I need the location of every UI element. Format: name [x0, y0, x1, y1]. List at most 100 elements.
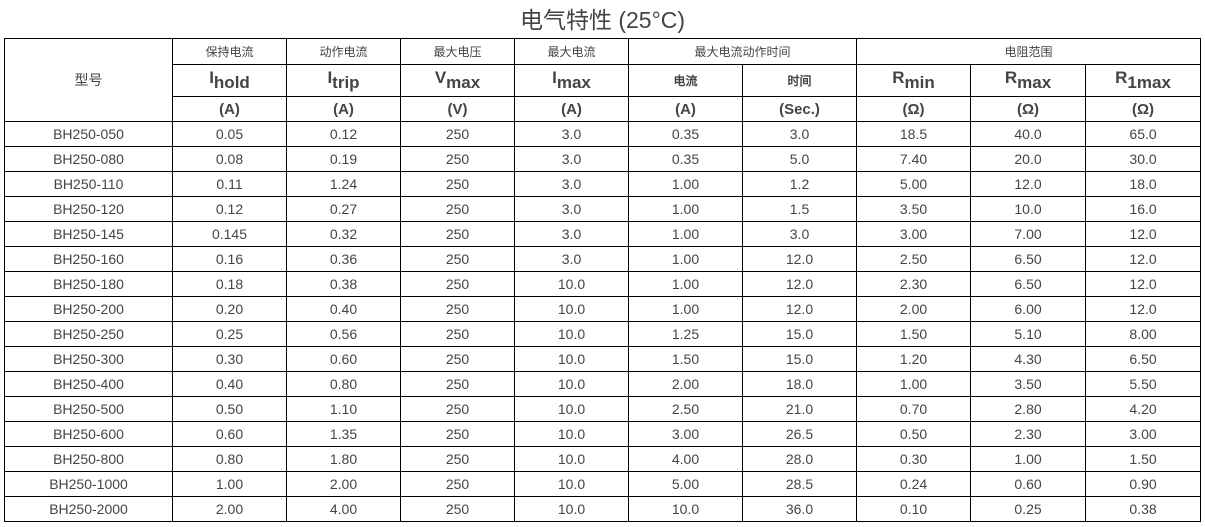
model-cell: BH250-300 [4, 346, 173, 372]
value-cell: 5.00 [856, 171, 972, 197]
value-cell: 20.0 [970, 146, 1087, 172]
value-cell: 250 [400, 196, 515, 222]
table-row: BH250-1000 1.00 2.00 250 10.0 5.00 28.5 0.24 0.6… [4, 471, 1202, 497]
value-cell: 250 [400, 446, 515, 472]
value-cell: 1.00 [628, 271, 743, 297]
value-cell: 1.20 [856, 346, 972, 372]
value-cell: 2.00 [286, 471, 401, 497]
value-cell: 3.0 [514, 146, 629, 172]
value-cell: 10.0 [514, 446, 629, 472]
value-cell: 10.0 [514, 271, 629, 297]
header-unit: (Sec.) [741, 96, 858, 122]
value-cell: 30.0 [1085, 146, 1202, 172]
value-cell: 250 [400, 246, 515, 272]
value-cell: 0.24 [856, 471, 972, 497]
value-cell: 0.70 [856, 396, 972, 422]
value-cell: 0.50 [172, 396, 287, 422]
model-cell: BH250-800 [4, 446, 173, 472]
symbol-subscript: max [446, 73, 481, 92]
symbol-main: I [209, 68, 214, 87]
value-cell: 250 [400, 371, 515, 397]
table-row: BH250-250 0.25 0.56 250 10.0 1.25 15.0 1.50 5.10… [4, 321, 1202, 347]
table-row: BH250-800 0.80 1.80 250 10.0 4.00 28.0 0.30 1.00… [4, 446, 1202, 472]
value-cell: 1.00 [628, 246, 743, 272]
value-cell: 1.10 [286, 396, 401, 422]
value-cell: 3.00 [1085, 421, 1202, 447]
symbol-label: 时间 [787, 74, 812, 88]
value-cell: 7.40 [856, 146, 972, 172]
value-cell: 2.00 [172, 496, 287, 522]
value-cell: 0.145 [172, 221, 287, 247]
value-cell: 1.25 [628, 321, 743, 347]
header-hold-current: 保持电流 [172, 38, 287, 65]
value-cell: 250 [400, 271, 515, 297]
value-cell: 2.00 [856, 296, 972, 322]
value-cell: 1.00 [628, 221, 743, 247]
model-cell: BH250-145 [4, 221, 173, 247]
value-cell: 3.0 [514, 171, 629, 197]
value-cell: 1.35 [286, 421, 401, 447]
model-cell: BH250-160 [4, 246, 173, 272]
table-row: BH250-050 0.05 0.12 250 3.0 0.35 3.0 18.5 40.0 65… [4, 121, 1202, 147]
value-cell: 5.50 [1085, 371, 1202, 397]
symbol-subscript: hold [213, 73, 250, 92]
header-unit: (A) [514, 96, 629, 122]
value-cell: 10.0 [514, 321, 629, 347]
value-cell: 2.30 [970, 421, 1087, 447]
model-cell: BH250-2000 [4, 496, 173, 522]
header-trip-current: 动作电流 [286, 38, 401, 65]
symbol-subscript: min [904, 73, 935, 92]
value-cell: 3.50 [856, 196, 972, 222]
value-cell: 4.30 [970, 346, 1087, 372]
header-unit: (A) [286, 96, 401, 122]
value-cell: 0.50 [856, 421, 972, 447]
value-cell: 15.0 [741, 346, 858, 372]
value-cell: 0.10 [856, 496, 972, 522]
value-cell: 0.25 [172, 321, 287, 347]
value-cell: 2.30 [856, 271, 972, 297]
model-cell: BH250-500 [4, 396, 173, 422]
header-max-current: 最大电流 [514, 38, 629, 65]
value-cell: 1.5 [741, 196, 858, 222]
value-cell: 10.0 [514, 471, 629, 497]
value-cell: 3.0 [741, 121, 858, 147]
value-cell: 21.0 [741, 396, 858, 422]
value-cell: 12.0 [1085, 296, 1202, 322]
value-cell: 12.0 [741, 246, 858, 272]
table-row: BH250-300 0.30 0.60 250 10.0 1.50 15.0 1.20 4.30… [4, 346, 1202, 372]
value-cell: 3.0 [514, 121, 629, 147]
value-cell: 0.32 [286, 221, 401, 247]
table-row: BH250-110 0.11 1.24 250 3.0 1.00 1.2 5.00 12.0 18… [4, 171, 1202, 197]
value-cell: 0.30 [172, 346, 287, 372]
value-cell: 1.00 [970, 446, 1087, 472]
header-resistance-range: 电阻范围 [856, 38, 1202, 65]
value-cell: 10.0 [514, 296, 629, 322]
value-cell: 10.0 [514, 346, 629, 372]
model-cell: BH250-250 [4, 321, 173, 347]
value-cell: 4.00 [628, 446, 743, 472]
value-cell: 1.24 [286, 171, 401, 197]
value-cell: 250 [400, 471, 515, 497]
value-cell: 250 [400, 396, 515, 422]
header-row-groups: 型号 保持电流 动作电流 最大电压 最大电流 最大电流动作时间 电阻范围 [4, 38, 1202, 122]
symbol-main: R [1115, 68, 1128, 87]
value-cell: 250 [400, 146, 515, 172]
value-cell: 1.2 [741, 171, 858, 197]
value-cell: 0.36 [286, 246, 401, 272]
value-cell: 12.0 [1085, 271, 1202, 297]
header-symbol: R1max [1085, 64, 1202, 97]
table-row: BH250-160 0.16 0.36 250 3.0 1.00 12.0 2.50 6.50 1… [4, 246, 1202, 272]
value-cell: 250 [400, 171, 515, 197]
header-model: 型号 [4, 38, 173, 122]
value-cell: 250 [400, 321, 515, 347]
value-cell: 0.80 [286, 371, 401, 397]
symbol-main: I [552, 68, 557, 87]
header-symbol: Vmax [400, 64, 515, 97]
model-cell: BH250-200 [4, 296, 173, 322]
header-unit: (A) [628, 96, 743, 122]
value-cell: 10.0 [514, 421, 629, 447]
value-cell: 2.80 [970, 396, 1087, 422]
value-cell: 10.0 [514, 396, 629, 422]
value-cell: 7.00 [970, 221, 1087, 247]
value-cell: 2.50 [628, 396, 743, 422]
